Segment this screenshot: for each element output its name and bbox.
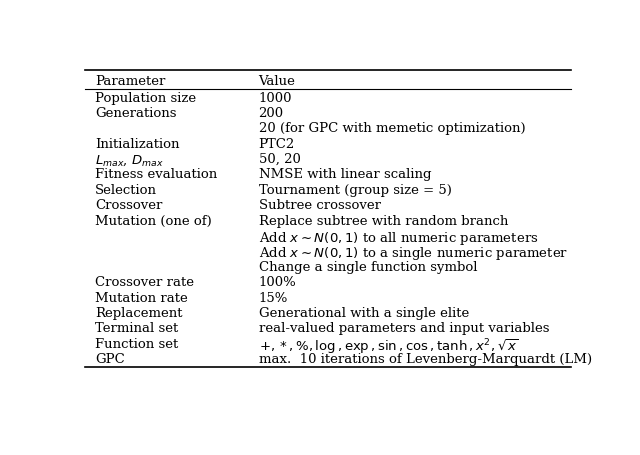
Text: Add $x \sim N(0, 1)$ to all numeric parameters: Add $x \sim N(0, 1)$ to all numeric para… xyxy=(259,230,538,247)
Text: max.  10 iterations of Levenberg-Marquardt (LM): max. 10 iterations of Levenberg-Marquard… xyxy=(259,353,592,366)
Text: 1000: 1000 xyxy=(259,91,292,105)
Text: Replace subtree with random branch: Replace subtree with random branch xyxy=(259,215,508,228)
Text: Population size: Population size xyxy=(95,91,196,105)
Text: Initialization: Initialization xyxy=(95,138,179,151)
Text: Crossover rate: Crossover rate xyxy=(95,276,194,289)
Text: 50, 20: 50, 20 xyxy=(259,153,300,166)
Text: Add $x \sim N(0, 1)$ to a single numeric parameter: Add $x \sim N(0, 1)$ to a single numeric… xyxy=(259,245,568,263)
Text: Subtree crossover: Subtree crossover xyxy=(259,199,381,212)
Text: Fitness evaluation: Fitness evaluation xyxy=(95,168,217,182)
Text: Tournament (group size = 5): Tournament (group size = 5) xyxy=(259,184,451,197)
Text: Value: Value xyxy=(259,75,296,87)
Text: 20 (for GPC with memetic optimization): 20 (for GPC with memetic optimization) xyxy=(259,122,525,135)
Text: Generational with a single elite: Generational with a single elite xyxy=(259,307,469,320)
Text: Generations: Generations xyxy=(95,107,177,120)
Text: Replacement: Replacement xyxy=(95,307,182,320)
Text: Parameter: Parameter xyxy=(95,75,165,87)
Text: Change a single function symbol: Change a single function symbol xyxy=(259,261,477,274)
Text: GPC: GPC xyxy=(95,353,125,366)
Text: 100%: 100% xyxy=(259,276,296,289)
Text: real-valued parameters and input variables: real-valued parameters and input variabl… xyxy=(259,323,549,335)
Text: $L_{max}$, $D_{max}$: $L_{max}$, $D_{max}$ xyxy=(95,153,164,167)
Text: Selection: Selection xyxy=(95,184,157,197)
Text: $+, *, \%, \log, \exp, \sin, \cos, \tanh, x^2, \sqrt{x}$: $+, *, \%, \log, \exp, \sin, \cos, \tanh… xyxy=(259,338,518,357)
Text: Mutation (one of): Mutation (one of) xyxy=(95,215,212,228)
Text: 200: 200 xyxy=(259,107,284,120)
Text: Crossover: Crossover xyxy=(95,199,163,212)
Text: 15%: 15% xyxy=(259,292,288,305)
Text: Mutation rate: Mutation rate xyxy=(95,292,188,305)
Text: Function set: Function set xyxy=(95,338,178,351)
Text: NMSE with linear scaling: NMSE with linear scaling xyxy=(259,168,431,182)
Text: PTC2: PTC2 xyxy=(259,138,295,151)
Text: Terminal set: Terminal set xyxy=(95,323,178,335)
